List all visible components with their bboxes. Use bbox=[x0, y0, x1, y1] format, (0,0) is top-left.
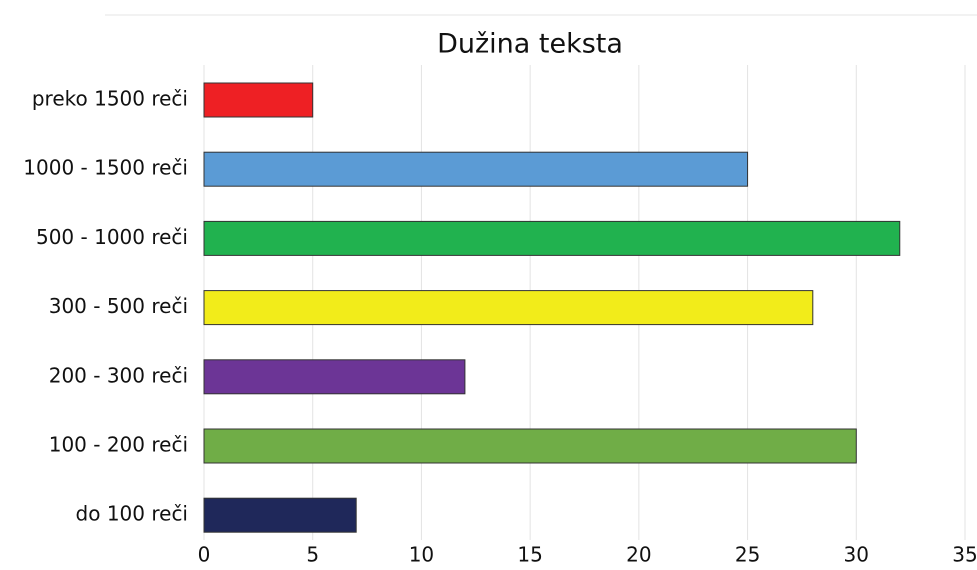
y-tick-label: 200 - 300 reči bbox=[49, 363, 188, 387]
bar bbox=[203, 220, 901, 256]
x-tick-label: 10 bbox=[409, 543, 434, 567]
x-tick-label: 0 bbox=[198, 543, 211, 567]
bar bbox=[203, 428, 857, 464]
y-tick-label: 1000 - 1500 reči bbox=[23, 156, 188, 180]
bar bbox=[203, 497, 357, 533]
y-tick-label: 300 - 500 reči bbox=[49, 294, 188, 318]
bar bbox=[203, 290, 814, 326]
x-tick-label: 5 bbox=[306, 543, 319, 567]
y-tick-label: 100 - 200 reči bbox=[49, 433, 188, 457]
x-tick-label: 30 bbox=[844, 543, 869, 567]
x-tick-label: 25 bbox=[735, 543, 760, 567]
bar bbox=[203, 151, 749, 187]
x-tick-label: 15 bbox=[517, 543, 542, 567]
y-tick-label: preko 1500 reči bbox=[32, 87, 188, 111]
y-tick-label: do 100 reči bbox=[76, 502, 188, 526]
x-tick-label: 20 bbox=[626, 543, 651, 567]
y-tick-label: 500 - 1000 reči bbox=[36, 225, 188, 249]
chart-title: Dužina teksta bbox=[437, 29, 623, 60]
x-tick-label: 35 bbox=[952, 543, 977, 567]
bar bbox=[203, 82, 314, 118]
bar bbox=[203, 359, 466, 395]
